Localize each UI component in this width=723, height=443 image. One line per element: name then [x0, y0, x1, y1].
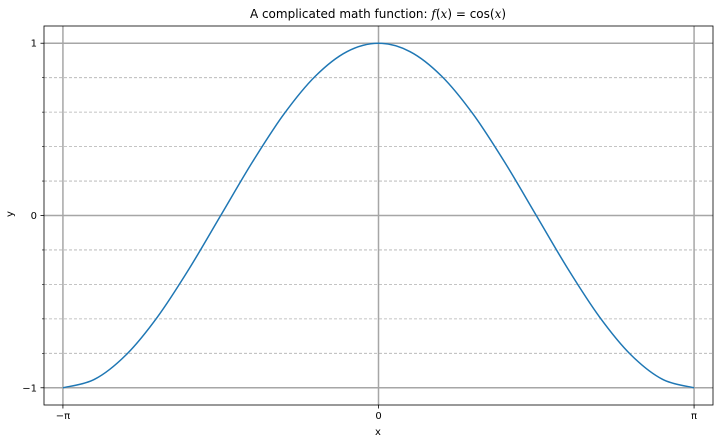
y-axis-label: y: [5, 211, 16, 217]
chart-title: A complicated math function: f(x) = cos(…: [250, 7, 506, 21]
x-tick-label: 0: [375, 411, 381, 422]
title-rparen-1: ): [447, 7, 452, 21]
title-f: f: [430, 7, 438, 21]
x-axis-label: x: [375, 427, 381, 438]
title-cos: cos: [470, 7, 490, 21]
x-axis-ticks: −π 0 π: [56, 405, 697, 422]
title-lparen-2: (: [490, 7, 495, 21]
title-lparen-1: (: [436, 7, 441, 21]
y-axis-minor-ticks: [42, 77, 44, 354]
title-prefix: A complicated math function:: [250, 7, 431, 21]
title-rparen-2: ): [501, 7, 506, 21]
title-equals: =: [452, 7, 470, 21]
x-tick-label: −π: [56, 411, 70, 422]
y-tick-label: −1: [22, 383, 37, 394]
title-x-1: x: [441, 7, 448, 21]
y-tick-label: 1: [31, 39, 37, 50]
y-axis-ticks: −1 0 1: [22, 39, 44, 394]
title-x-2: x: [495, 7, 502, 21]
series-layer: [62, 42, 695, 389]
x-tick-label: π: [691, 411, 697, 422]
series-line-cos: [62, 42, 695, 389]
major-grid: [44, 26, 713, 405]
y-tick-label: 0: [31, 211, 37, 222]
